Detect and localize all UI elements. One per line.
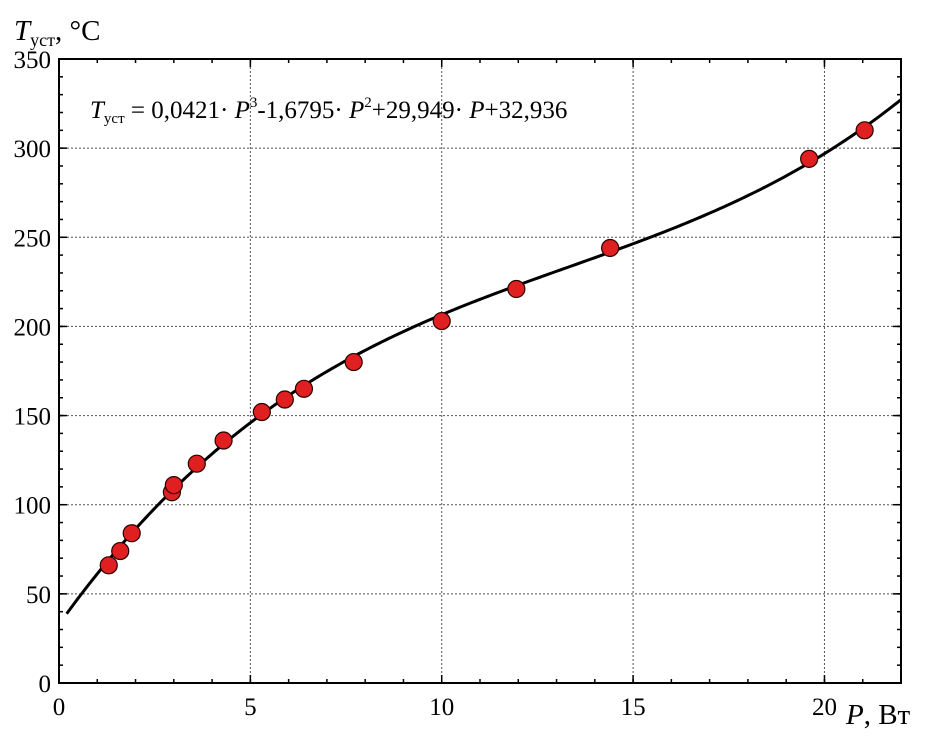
equation-p-symbol-2: P bbox=[348, 97, 364, 124]
y-axis-symbol: T bbox=[14, 15, 32, 47]
y-axis-unit: , °С bbox=[55, 15, 100, 47]
data-point bbox=[344, 352, 363, 372]
equation-part1: = 0,0421· bbox=[125, 97, 235, 124]
x-axis-symbol: P bbox=[845, 699, 864, 731]
equation-part3: +29,949· bbox=[372, 97, 469, 124]
data-point bbox=[507, 279, 526, 299]
x-tick-label: 20 bbox=[812, 694, 837, 721]
data-point bbox=[111, 541, 130, 561]
y-tick-label: 250 bbox=[14, 225, 52, 252]
fit-equation: Tуст = 0,0421· P3-1,6795· P2+29,949· P+3… bbox=[90, 95, 567, 127]
y-tick-label: 50 bbox=[26, 582, 51, 609]
data-point bbox=[294, 379, 314, 398]
grid bbox=[59, 59, 901, 683]
data-point bbox=[855, 121, 874, 140]
x-tick-label: 15 bbox=[621, 694, 646, 721]
equation-part4: +32,936 bbox=[485, 97, 568, 124]
fit-curve bbox=[65, 98, 902, 615]
equation-lhs-subscript: уст bbox=[104, 111, 125, 127]
y-tick-label: 0 bbox=[39, 671, 52, 698]
equation-lhs-symbol: T bbox=[90, 97, 106, 124]
data-point bbox=[252, 402, 271, 422]
data-point bbox=[122, 524, 141, 543]
equation-exp3: 3 bbox=[250, 95, 258, 111]
y-tick-label: 200 bbox=[14, 314, 52, 341]
data-point bbox=[601, 238, 620, 258]
x-axis-title: P, Вт bbox=[845, 699, 911, 731]
data-point bbox=[214, 431, 233, 450]
y-tick-label: 350 bbox=[14, 47, 52, 74]
plot-frame bbox=[58, 58, 902, 684]
y-tick-label: 150 bbox=[14, 404, 52, 431]
y-axis-title: Tуст, °С bbox=[14, 15, 100, 50]
x-tick-label: 0 bbox=[53, 694, 66, 721]
equation-p-symbol-3: P bbox=[468, 97, 484, 124]
equation-p-symbol-1: P bbox=[234, 97, 250, 124]
data-point bbox=[432, 311, 451, 331]
x-tick-label: 5 bbox=[244, 694, 257, 721]
data-point bbox=[164, 476, 183, 495]
equation-part2: -1,6795· bbox=[257, 97, 349, 124]
data-point bbox=[275, 390, 294, 409]
equation-exp2: 2 bbox=[364, 95, 372, 111]
data-points bbox=[99, 121, 874, 575]
y-tick-label: 100 bbox=[14, 493, 52, 520]
x-axis-unit: , Вт bbox=[864, 699, 911, 731]
y-tick-label: 300 bbox=[14, 136, 52, 163]
data-point bbox=[99, 556, 118, 575]
data-point bbox=[800, 149, 819, 168]
x-tick-label: 10 bbox=[429, 694, 454, 721]
ticks bbox=[58, 58, 902, 684]
y-axis-subscript: уст bbox=[30, 30, 55, 50]
data-point bbox=[187, 454, 206, 473]
